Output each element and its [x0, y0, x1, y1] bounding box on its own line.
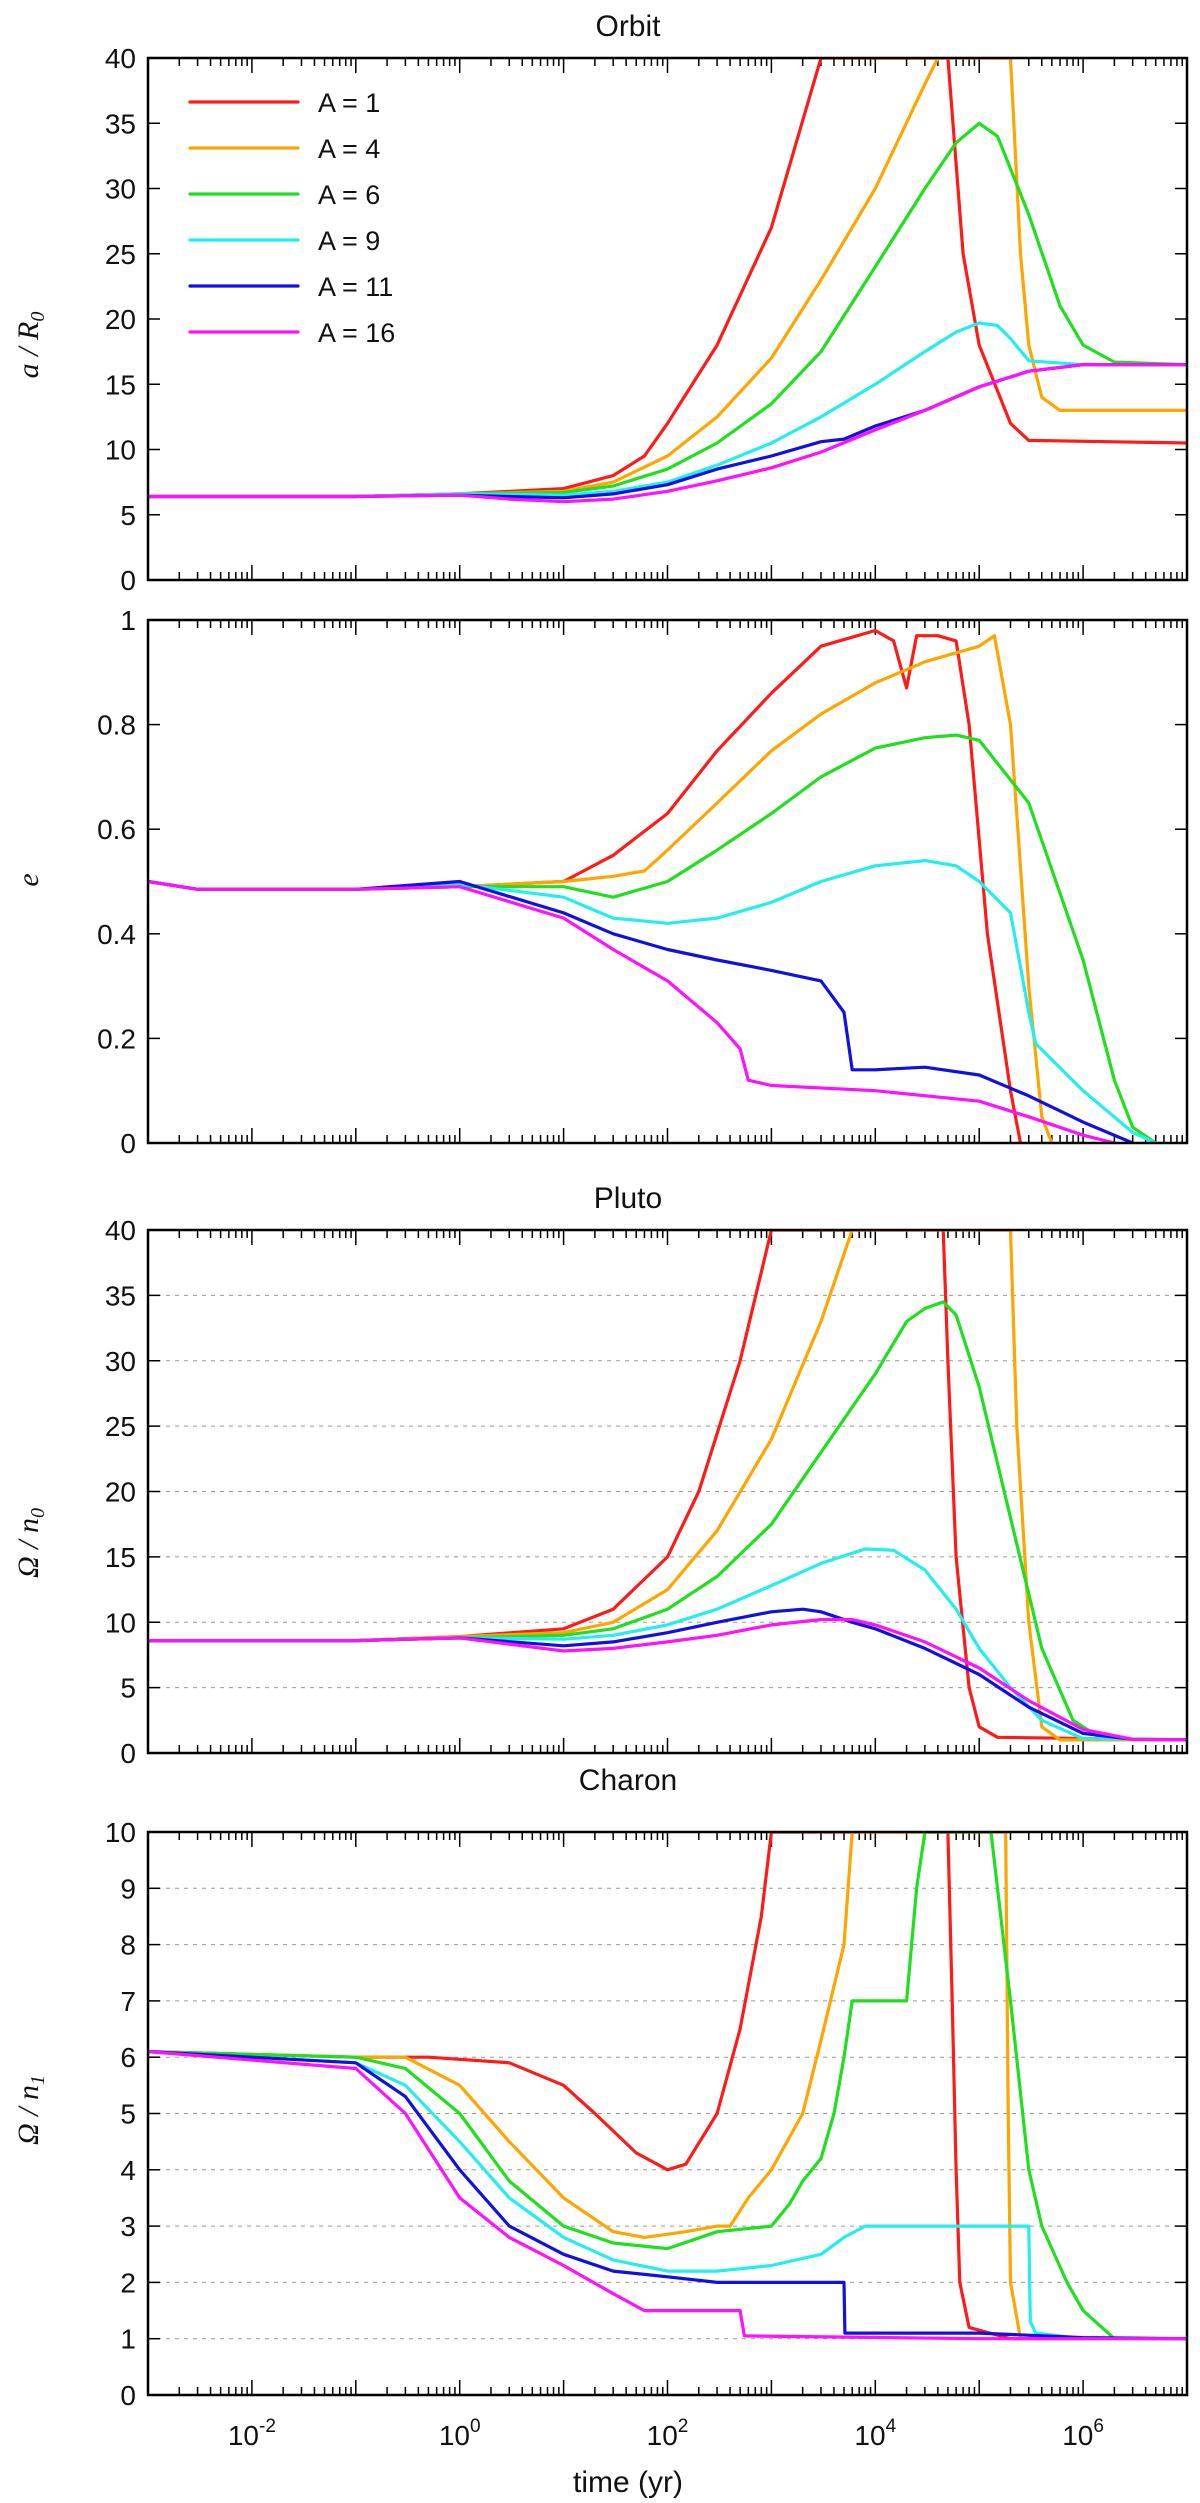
series-line-a-1	[148, 1230, 1187, 1742]
y-tick-label: 2	[120, 2267, 136, 2298]
y-tick-label: 25	[105, 1411, 136, 1442]
plot-frame	[146, 56, 1189, 582]
plot-frame	[146, 618, 1189, 1145]
y-tick-label: 30	[105, 1346, 136, 1377]
x-tick-label: 10-2	[228, 2416, 276, 2451]
y-tick-label: 3	[120, 2211, 136, 2242]
y-tick-label: 10	[105, 1817, 136, 1848]
y-tick-label: 40	[105, 43, 136, 74]
x-tick-label: 102	[647, 2416, 689, 2451]
series-line-a-6	[148, 733, 1158, 1143]
x-axis-label: time (yr)	[573, 2466, 683, 2499]
y-tick-label: 30	[105, 174, 136, 205]
series-line-a-16	[148, 363, 1187, 504]
legend-label-a1: A = 1	[318, 88, 380, 118]
y-tick-label: 5	[120, 1673, 136, 1704]
legend-label-a9: A = 9	[318, 226, 380, 256]
y-tick-label: 0	[120, 1128, 136, 1159]
y-tick-label: 0.2	[97, 1023, 136, 1054]
y-tick-label: 8	[120, 1930, 136, 1961]
y-tick-label: 20	[105, 304, 136, 335]
legend-label-a6: A = 6	[318, 180, 380, 210]
y-tick-label: 0.4	[97, 919, 136, 950]
legend-label-a11: A = 11	[318, 272, 393, 302]
x-tick-label: 106	[1062, 2416, 1104, 2451]
y-tick-label: 4	[120, 2155, 136, 2186]
series-line-a-6	[148, 1832, 1187, 2341]
series-line-a-16	[148, 879, 1116, 1143]
plot-frame	[146, 1830, 1189, 2397]
y-tick-label: 15	[105, 369, 136, 400]
series-line-a-6	[148, 121, 1187, 499]
series-line-a-4	[148, 1230, 1187, 1742]
x-tick-labels: 10-2 100 102 104 106	[228, 2416, 1104, 2451]
panel-eccentricity: 0 0.2 0.4 0.6 0.8 1	[97, 605, 1189, 1159]
legend-label-a4: A = 4	[318, 134, 380, 164]
y-tick-label: 0	[120, 2380, 136, 2411]
series-line-a-11	[148, 1607, 1187, 1742]
panel-title-orbit: Orbit	[595, 10, 661, 43]
series-line-a-16	[148, 2050, 1187, 2341]
y-tick-label: 25	[105, 239, 136, 270]
y-tick-label: 1	[120, 2324, 136, 2355]
y-tick-label: 6	[120, 2042, 136, 2073]
legend-label-a16: A = 16	[318, 318, 395, 348]
y-tick-label: 7	[120, 1986, 136, 2017]
series-line-a-9	[148, 2050, 1187, 2341]
series-line-a-11	[148, 879, 1135, 1143]
y-tick-label: 1	[120, 605, 136, 636]
series-line-a-9	[148, 321, 1187, 499]
series-line-a-1	[148, 58, 1187, 499]
panel-orbit: 0 5 10 15 20 25 30 35 40	[105, 43, 1189, 596]
panel-charon: 0 1 2 3 4 5 6 7 8 9 10	[105, 1817, 1189, 2411]
series-line-a-1	[148, 628, 1023, 1143]
legend: A = 1 A = 4 A = 6 A = 9 A = 11 A = 16	[188, 88, 395, 348]
panel-title-pluto: Pluto	[594, 1182, 662, 1215]
series-line-a-4	[148, 1832, 1187, 2341]
y-tick-label: 40	[105, 1215, 136, 1246]
x-tick-label: 100	[439, 2416, 481, 2451]
panel-title-charon: Charon	[579, 1764, 677, 1797]
panel-pluto: 0 5 10 15 20 25 30 35 40	[105, 1215, 1189, 1769]
y-tick-label: 10	[105, 1607, 136, 1638]
y-tick-label: 5	[120, 500, 136, 531]
y-tick-label: 0.8	[97, 710, 136, 741]
y-tick-label: 10	[105, 435, 136, 466]
y-tick-label: 5	[120, 2099, 136, 2130]
y-tick-label: 35	[105, 108, 136, 139]
series-line-a-9	[148, 859, 1158, 1143]
series-line-a-11	[148, 2050, 1187, 2341]
y-tick-label: 0.6	[97, 814, 136, 845]
y-tick-label: 0	[120, 1738, 136, 1769]
y-tick-label: 15	[105, 1542, 136, 1573]
y-label-e: e	[12, 873, 45, 886]
series-line-a-4	[148, 58, 1187, 499]
series-line-a-11	[148, 363, 1187, 500]
y-label-charon: Ω / n1	[12, 2075, 49, 2145]
x-tick-label: 104	[854, 2416, 896, 2451]
series-line-a-1	[148, 1832, 1187, 2341]
y-tick-label: 9	[120, 1873, 136, 1904]
y-label-orbit: a / R0	[12, 312, 49, 379]
y-tick-label: 35	[105, 1280, 136, 1311]
plot-frame	[146, 1228, 1189, 1755]
y-tick-label: 0	[120, 565, 136, 596]
y-tick-label: 20	[105, 1477, 136, 1508]
series-line-a-16	[148, 1618, 1187, 1742]
series-line-a-6	[148, 1300, 1187, 1742]
y-label-pluto: Ω / n0	[12, 1508, 49, 1578]
